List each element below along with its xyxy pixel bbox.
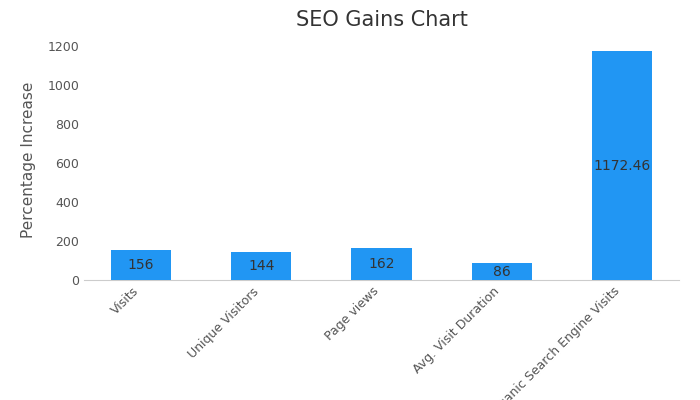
Title: SEO Gains Chart: SEO Gains Chart — [295, 10, 468, 30]
Text: 86: 86 — [493, 265, 510, 279]
Text: 162: 162 — [368, 257, 395, 271]
Bar — [472, 263, 532, 280]
Bar — [231, 252, 291, 280]
Y-axis label: Percentage Increase: Percentage Increase — [21, 82, 36, 238]
Bar — [351, 248, 412, 280]
Bar — [111, 250, 171, 280]
Bar — [592, 52, 652, 280]
Text: 144: 144 — [248, 259, 274, 273]
Text: 1172.46: 1172.46 — [594, 159, 650, 173]
Text: 156: 156 — [128, 258, 154, 272]
